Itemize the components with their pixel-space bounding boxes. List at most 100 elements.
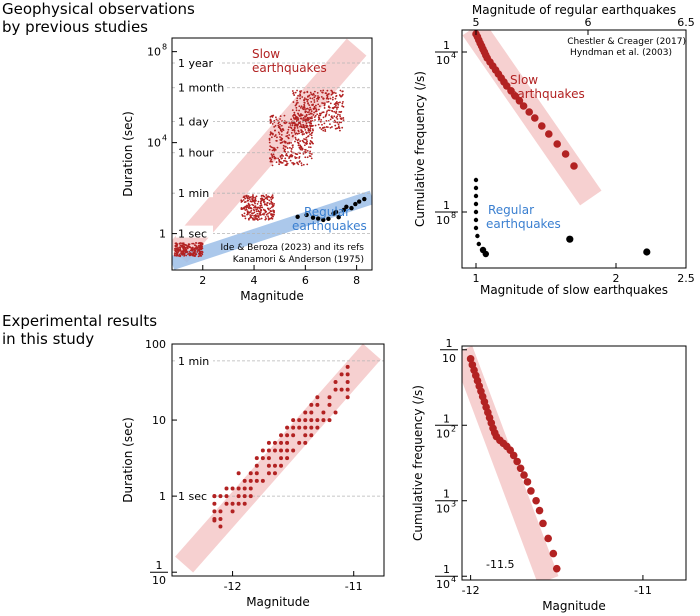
panel-d-experimental-point <box>544 534 552 543</box>
panel-a-slow-point <box>187 253 189 256</box>
panel-a-slow-point <box>318 105 321 108</box>
panel-a-slow-point <box>340 118 343 121</box>
panel-c-experimental-point <box>315 418 320 423</box>
panel-a-slow-point <box>315 104 317 107</box>
panel-b-x2-axis-label: Magnitude of regular earthquakes <box>472 3 676 17</box>
panel-a-slow-point <box>297 94 299 97</box>
panel-d-x-tick-label: -12 <box>462 584 480 597</box>
panel-a-slow-point <box>309 106 311 109</box>
panel-a-slow-point <box>277 131 280 134</box>
panel-a-regular-band <box>172 190 372 270</box>
panel-a-slow-point <box>335 95 338 98</box>
panel-a-slow-point <box>254 199 257 202</box>
panel-a-slow-point <box>299 93 301 96</box>
panel-a-slow-point <box>182 248 185 251</box>
panel-a-slow-point <box>312 114 315 116</box>
panel-b-slow-point <box>553 140 561 148</box>
panel-a-slow-point <box>288 157 290 159</box>
panel-a-slow-point <box>179 244 182 247</box>
panel-a-slow-point <box>181 253 184 256</box>
panel-a-slow-point <box>300 126 303 129</box>
panel-a-y-tick-label-exponent: 4 <box>162 134 167 143</box>
panel-a-slow-point <box>309 150 312 153</box>
panel-a-slow-point <box>241 200 244 203</box>
panel-a-slow-point <box>263 203 266 205</box>
panel-a-slow-point <box>316 100 319 102</box>
panel-a-slow-point <box>258 210 261 213</box>
panel-a-slow-point <box>283 159 286 162</box>
panel-a-slow-point <box>299 106 302 109</box>
panel-a-slow-point <box>321 111 324 114</box>
panel-a-slow-point <box>185 254 188 257</box>
panel-c-experimental-point <box>248 471 253 476</box>
panel-b-slow-point <box>519 102 528 110</box>
panel-a-slow-point <box>336 118 339 120</box>
panel-d-y-tick-label: 1 10 3 <box>435 488 458 516</box>
panel-a-slow-point <box>285 160 288 163</box>
panel-a-slow-point <box>185 248 188 251</box>
panel-a-slow-point <box>309 122 312 125</box>
panel-a-slow-point <box>285 164 288 167</box>
panel-a-slow-point <box>337 123 340 126</box>
panel-c-experimental-point <box>309 410 314 415</box>
panel-c-experimental-point <box>321 410 326 415</box>
panel-c-experimental-point <box>230 501 235 506</box>
panel-c-experimental-point <box>212 518 217 523</box>
panel-a-slow-point <box>335 116 338 119</box>
panel-a-slow-point <box>267 215 269 218</box>
panel-a-regular-point <box>326 216 331 222</box>
panel-a-slow-point <box>306 111 309 114</box>
panel-a-slow-point <box>304 108 306 111</box>
panel-a-slow-point <box>314 119 316 121</box>
panel-b-regular-point <box>473 185 479 191</box>
panel-a-slow-point <box>179 254 182 257</box>
panel-a-slow-point <box>260 194 263 197</box>
panel-a-slow-point <box>261 198 264 201</box>
panel-b-x2-tick-label: 5 <box>473 16 480 29</box>
panel-a-slow-point <box>310 116 313 118</box>
panel-c-experimental-point <box>345 380 350 385</box>
panel-a-slow-point <box>329 123 331 125</box>
panel-a-slow-point <box>278 121 280 124</box>
panel-a-slow-point <box>327 98 330 100</box>
panel-a-slow-point <box>278 163 281 166</box>
panel-a-slow-point <box>197 242 200 245</box>
panel-a-slow-point <box>295 138 297 141</box>
panel-c-experimental-point <box>218 509 223 514</box>
panel-a-slow-point <box>264 209 267 212</box>
panel-a-slow-point <box>280 124 283 127</box>
panel-a-slow-point <box>309 112 312 115</box>
panel-a-slow-point <box>279 155 282 157</box>
panel-a-slow-point <box>338 94 341 96</box>
panel-a-slow-point <box>269 210 272 213</box>
panel-a-slow-point <box>200 248 203 251</box>
panel-a-slow-point <box>277 157 280 160</box>
panel-a-slow-point <box>265 210 268 213</box>
panel-a-slow-point <box>320 95 323 98</box>
panel-c-experimental-point <box>212 509 217 514</box>
panel-a-slow-point <box>266 201 269 204</box>
panel-a-slow-point <box>306 156 309 159</box>
panel-a-y-tick-label: 10 8 <box>147 43 167 59</box>
panel-a-slow-point <box>320 128 323 131</box>
panel-a-slow-point <box>246 212 249 214</box>
panel-a-slow-point <box>293 129 296 132</box>
panel-a-slow-point <box>337 106 339 109</box>
panel-a-slow-point <box>313 99 316 101</box>
panel-a-slow-point <box>257 216 260 218</box>
panel-c-y-tick-label-text: 10 <box>152 414 166 427</box>
panel-a-slow-point <box>183 252 186 255</box>
panel-a-slow-point <box>267 207 269 210</box>
panel-a-slow-point <box>291 90 294 92</box>
panel-a-slow-point <box>290 118 293 121</box>
panel-d-experimental-point <box>513 457 521 466</box>
panel-a-slow-point <box>271 122 274 125</box>
panel-a-slow-point <box>308 121 311 124</box>
panel-a-slow-point <box>269 159 272 162</box>
panel-a-slow-point <box>300 162 303 165</box>
panel-c-ref-label: 1 sec <box>178 490 207 503</box>
panel-a-slow-point <box>295 156 298 159</box>
panel-c-experimental-point <box>279 463 284 468</box>
panel-a-slow-point <box>296 101 299 104</box>
panel-a-slow-point <box>318 118 320 121</box>
